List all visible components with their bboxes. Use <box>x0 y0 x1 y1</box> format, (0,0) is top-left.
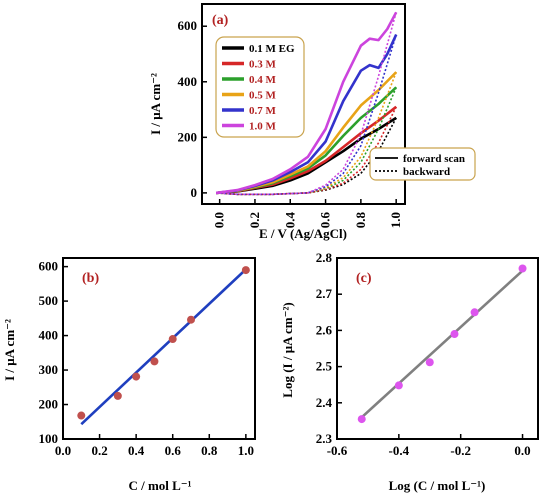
data-point <box>470 308 479 317</box>
y-tick-label: 2.4 <box>316 395 333 410</box>
x-tick-label: -0.2 <box>450 443 471 458</box>
y-tick-label: 400 <box>178 74 198 89</box>
x-tick-label: 0.2 <box>247 212 262 228</box>
x-tick-label: 0.4 <box>128 443 145 458</box>
panel-c-marks <box>357 264 527 424</box>
fit-line <box>80 268 247 426</box>
y-tick-label: 600 <box>39 259 59 274</box>
panel-b-y-ticks: 100 200 300 400 500 600 <box>39 259 68 446</box>
legend-label: 0.1 M EG <box>249 43 295 55</box>
x-tick-label: 1.0 <box>388 212 403 228</box>
y-tick-label: 2.3 <box>316 431 333 446</box>
data-point <box>77 411 86 420</box>
data-point <box>425 358 434 367</box>
x-tick-label: 0.8 <box>201 443 218 458</box>
data-point <box>150 357 159 366</box>
data-point <box>394 381 403 390</box>
data-point <box>168 335 177 344</box>
panel-a-x-axis-label: E / V (Ag/AgCl) <box>259 226 347 241</box>
panel-c-x-axis-label: Log (C / mol L⁻¹) <box>389 478 486 493</box>
x-tick-label: 0.0 <box>514 443 530 458</box>
panel-a-x-ticks: 0.0 0.2 0.4 0.6 0.8 1.0 <box>212 199 403 229</box>
data-point <box>450 330 459 339</box>
series-backward-line <box>216 106 397 196</box>
x-tick-label: 0.4 <box>282 212 297 229</box>
legend-label: 0.4 M <box>249 74 277 86</box>
x-tick-label: 0.6 <box>318 212 333 229</box>
y-tick-label: 2.6 <box>316 322 333 337</box>
data-point <box>518 264 527 273</box>
x-tick-label: -0.6 <box>327 443 348 458</box>
panel-b-frame <box>62 257 256 440</box>
legend-forward-label: forward scan <box>403 153 465 165</box>
y-tick-label: 200 <box>178 129 198 144</box>
panel-c-y-axis-label: Log (I / μA cm⁻²) <box>280 302 295 397</box>
panel-b-y-axis-label: I / μA cm⁻² <box>2 319 17 381</box>
data-point <box>357 415 366 424</box>
x-tick-label: 1.0 <box>238 443 254 458</box>
x-tick-label: 0.0 <box>55 443 71 458</box>
y-tick-label: 0 <box>191 185 198 200</box>
y-tick-label: 300 <box>39 362 59 377</box>
data-point <box>113 391 122 400</box>
legend-label: 0.7 M <box>249 105 277 117</box>
panel-c-x-ticks: -0.6 -0.4 -0.2 0.0 <box>327 434 531 458</box>
legend-label: 0.5 M <box>249 90 277 102</box>
y-tick-label: 600 <box>178 18 198 33</box>
data-point <box>241 266 250 275</box>
panel-a-style-legend-box <box>369 147 476 181</box>
panel-b-label: (b) <box>82 271 99 286</box>
panel-b-x-ticks: 0.0 0.2 0.4 0.6 0.8 1.0 <box>55 434 254 458</box>
x-tick-label: 0.8 <box>353 212 368 229</box>
panel-a-y-axis-label: I / μA cm⁻² <box>148 73 163 135</box>
data-point <box>132 372 141 381</box>
fit-line <box>360 269 524 419</box>
y-tick-label: 2.5 <box>316 359 333 374</box>
legend-label: 1.0 M <box>249 121 277 133</box>
y-tick-label: 400 <box>39 328 59 343</box>
panel-a-frame <box>201 3 406 205</box>
panel-c-frame <box>336 257 539 440</box>
panel-a-legend: 0.1 M EG 0.3 M 0.4 M 0.5 M 0.7 M 1.0 M <box>222 43 295 133</box>
panel-c-y-ticks: 2.3 2.4 2.5 2.6 2.7 2.8 <box>316 250 342 446</box>
panel-a-series <box>215 11 398 196</box>
series-backward-line <box>216 12 397 196</box>
y-tick-label: 200 <box>39 397 59 412</box>
y-tick-label: 2.8 <box>316 250 333 265</box>
x-tick-label: 0.0 <box>212 212 227 228</box>
data-point <box>187 315 195 324</box>
y-tick-label: 500 <box>39 293 59 308</box>
panel-a-y-ticks: 0 200 400 600 <box>178 18 207 200</box>
legend-backward-label: backward <box>403 166 450 178</box>
series-forward-line <box>215 11 398 195</box>
panel-c: (c) -0.6 -0.4 -0.2 0.0 2.3 2.4 2.5 2.6 2.7 2.8 L… <box>280 250 539 493</box>
x-tick-label: 0.2 <box>91 443 107 458</box>
panel-a-label: (a) <box>212 13 229 28</box>
panel-b-marks <box>77 266 250 426</box>
x-tick-label: 0.6 <box>165 443 182 458</box>
x-tick-label: -0.4 <box>389 443 410 458</box>
panel-b-x-axis-label: C / mol L⁻¹ <box>128 478 191 493</box>
legend-label: 0.3 M <box>249 59 277 71</box>
panel-a: (a) 0.0 0.2 0.4 0.6 0.8 1.0 0 200 400 600 E / V … <box>148 3 476 241</box>
panel-c-label: (c) <box>356 271 372 286</box>
y-tick-label: 2.7 <box>316 286 333 301</box>
y-tick-label: 100 <box>39 431 59 446</box>
panel-b: (b) 0.0 0.2 0.4 0.6 0.8 1.0 100 200 300 400 500 60… <box>2 257 256 493</box>
